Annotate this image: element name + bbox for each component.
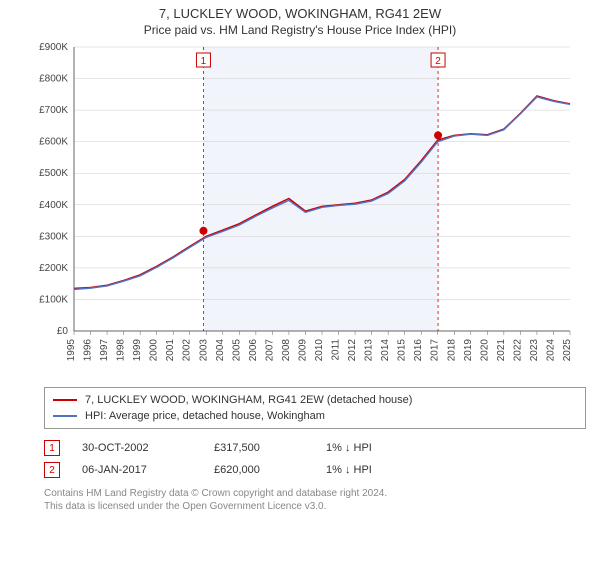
svg-text:2017: 2017 [430,339,441,362]
svg-text:2011: 2011 [331,339,342,361]
sale-pct-vs-hpi: 1% ↓ HPI [326,464,406,476]
svg-text:2021: 2021 [496,339,507,362]
sale-price: £620,000 [214,464,304,476]
sale-price: £317,500 [214,442,304,454]
svg-text:£200K: £200K [39,263,68,274]
svg-text:2007: 2007 [264,339,275,362]
sale-marker-badge-2: 2 [44,462,60,478]
svg-text:£100K: £100K [39,294,68,305]
svg-text:2005: 2005 [231,339,242,362]
legend-row: HPI: Average price, detached house, Woki… [53,408,577,424]
sale-date: 06-JAN-2017 [82,464,192,476]
footer-line2: This data is licensed under the Open Gov… [44,500,586,513]
svg-text:£900K: £900K [39,42,68,53]
svg-text:1999: 1999 [132,339,143,362]
table-row: 2 06-JAN-2017 £620,000 1% ↓ HPI [44,459,586,481]
sale-marker-badge-1: 1 [44,440,60,456]
legend-label-series1: 7, LUCKLEY WOOD, WOKINGHAM, RG41 2EW (de… [85,394,412,406]
svg-text:£800K: £800K [39,74,68,85]
price-chart: £0 £100K £200K £300K £400K £500K £600K £700K £80… [20,41,580,381]
svg-text:1995: 1995 [66,339,77,362]
svg-text:1996: 1996 [83,339,94,362]
svg-text:2016: 2016 [413,339,424,362]
svg-text:£0: £0 [57,326,69,337]
svg-text:2025: 2025 [562,339,573,362]
legend-swatch-series2 [53,415,77,417]
svg-text:2019: 2019 [463,339,474,362]
legend-box: 7, LUCKLEY WOOD, WOKINGHAM, RG41 2EW (de… [44,387,586,429]
svg-text:2001: 2001 [165,339,176,362]
sale-pct-vs-hpi: 1% ↓ HPI [326,442,406,454]
svg-text:2024: 2024 [545,339,556,362]
svg-text:2018: 2018 [446,339,457,362]
svg-text:£500K: £500K [39,168,68,179]
footer-attribution: Contains HM Land Registry data © Crown c… [44,487,586,513]
svg-text:2015: 2015 [397,339,408,362]
legend-row: 7, LUCKLEY WOOD, WOKINGHAM, RG41 2EW (de… [53,392,577,408]
svg-text:2013: 2013 [364,339,375,362]
svg-text:2014: 2014 [380,339,391,362]
legend-label-series2: HPI: Average price, detached house, Woki… [85,410,325,422]
page-subtitle: Price paid vs. HM Land Registry's House … [0,23,600,37]
sales-table: 1 30-OCT-2002 £317,500 1% ↓ HPI 2 06-JAN… [44,437,586,481]
svg-text:2004: 2004 [215,339,226,362]
svg-text:2002: 2002 [182,339,193,362]
svg-text:2012: 2012 [347,339,358,362]
svg-text:2020: 2020 [479,339,490,362]
svg-text:2000: 2000 [149,339,160,362]
svg-text:2: 2 [435,56,441,67]
svg-text:2009: 2009 [297,339,308,362]
svg-text:£400K: £400K [39,200,68,211]
table-row: 1 30-OCT-2002 £317,500 1% ↓ HPI [44,437,586,459]
svg-text:1998: 1998 [116,339,127,362]
svg-text:£700K: £700K [39,105,68,116]
footer-line1: Contains HM Land Registry data © Crown c… [44,487,586,500]
svg-text:2006: 2006 [248,339,259,362]
svg-text:2023: 2023 [529,339,540,362]
svg-text:1997: 1997 [99,339,110,362]
svg-text:2008: 2008 [281,339,292,362]
svg-text:2022: 2022 [512,339,523,362]
svg-text:1: 1 [201,56,207,67]
svg-text:£600K: £600K [39,137,68,148]
legend-swatch-series1 [53,399,77,401]
svg-text:2010: 2010 [314,339,325,362]
sale-date: 30-OCT-2002 [82,442,192,454]
page-title: 7, LUCKLEY WOOD, WOKINGHAM, RG41 2EW [0,6,600,21]
svg-text:2003: 2003 [198,339,209,362]
svg-text:£300K: £300K [39,231,68,242]
